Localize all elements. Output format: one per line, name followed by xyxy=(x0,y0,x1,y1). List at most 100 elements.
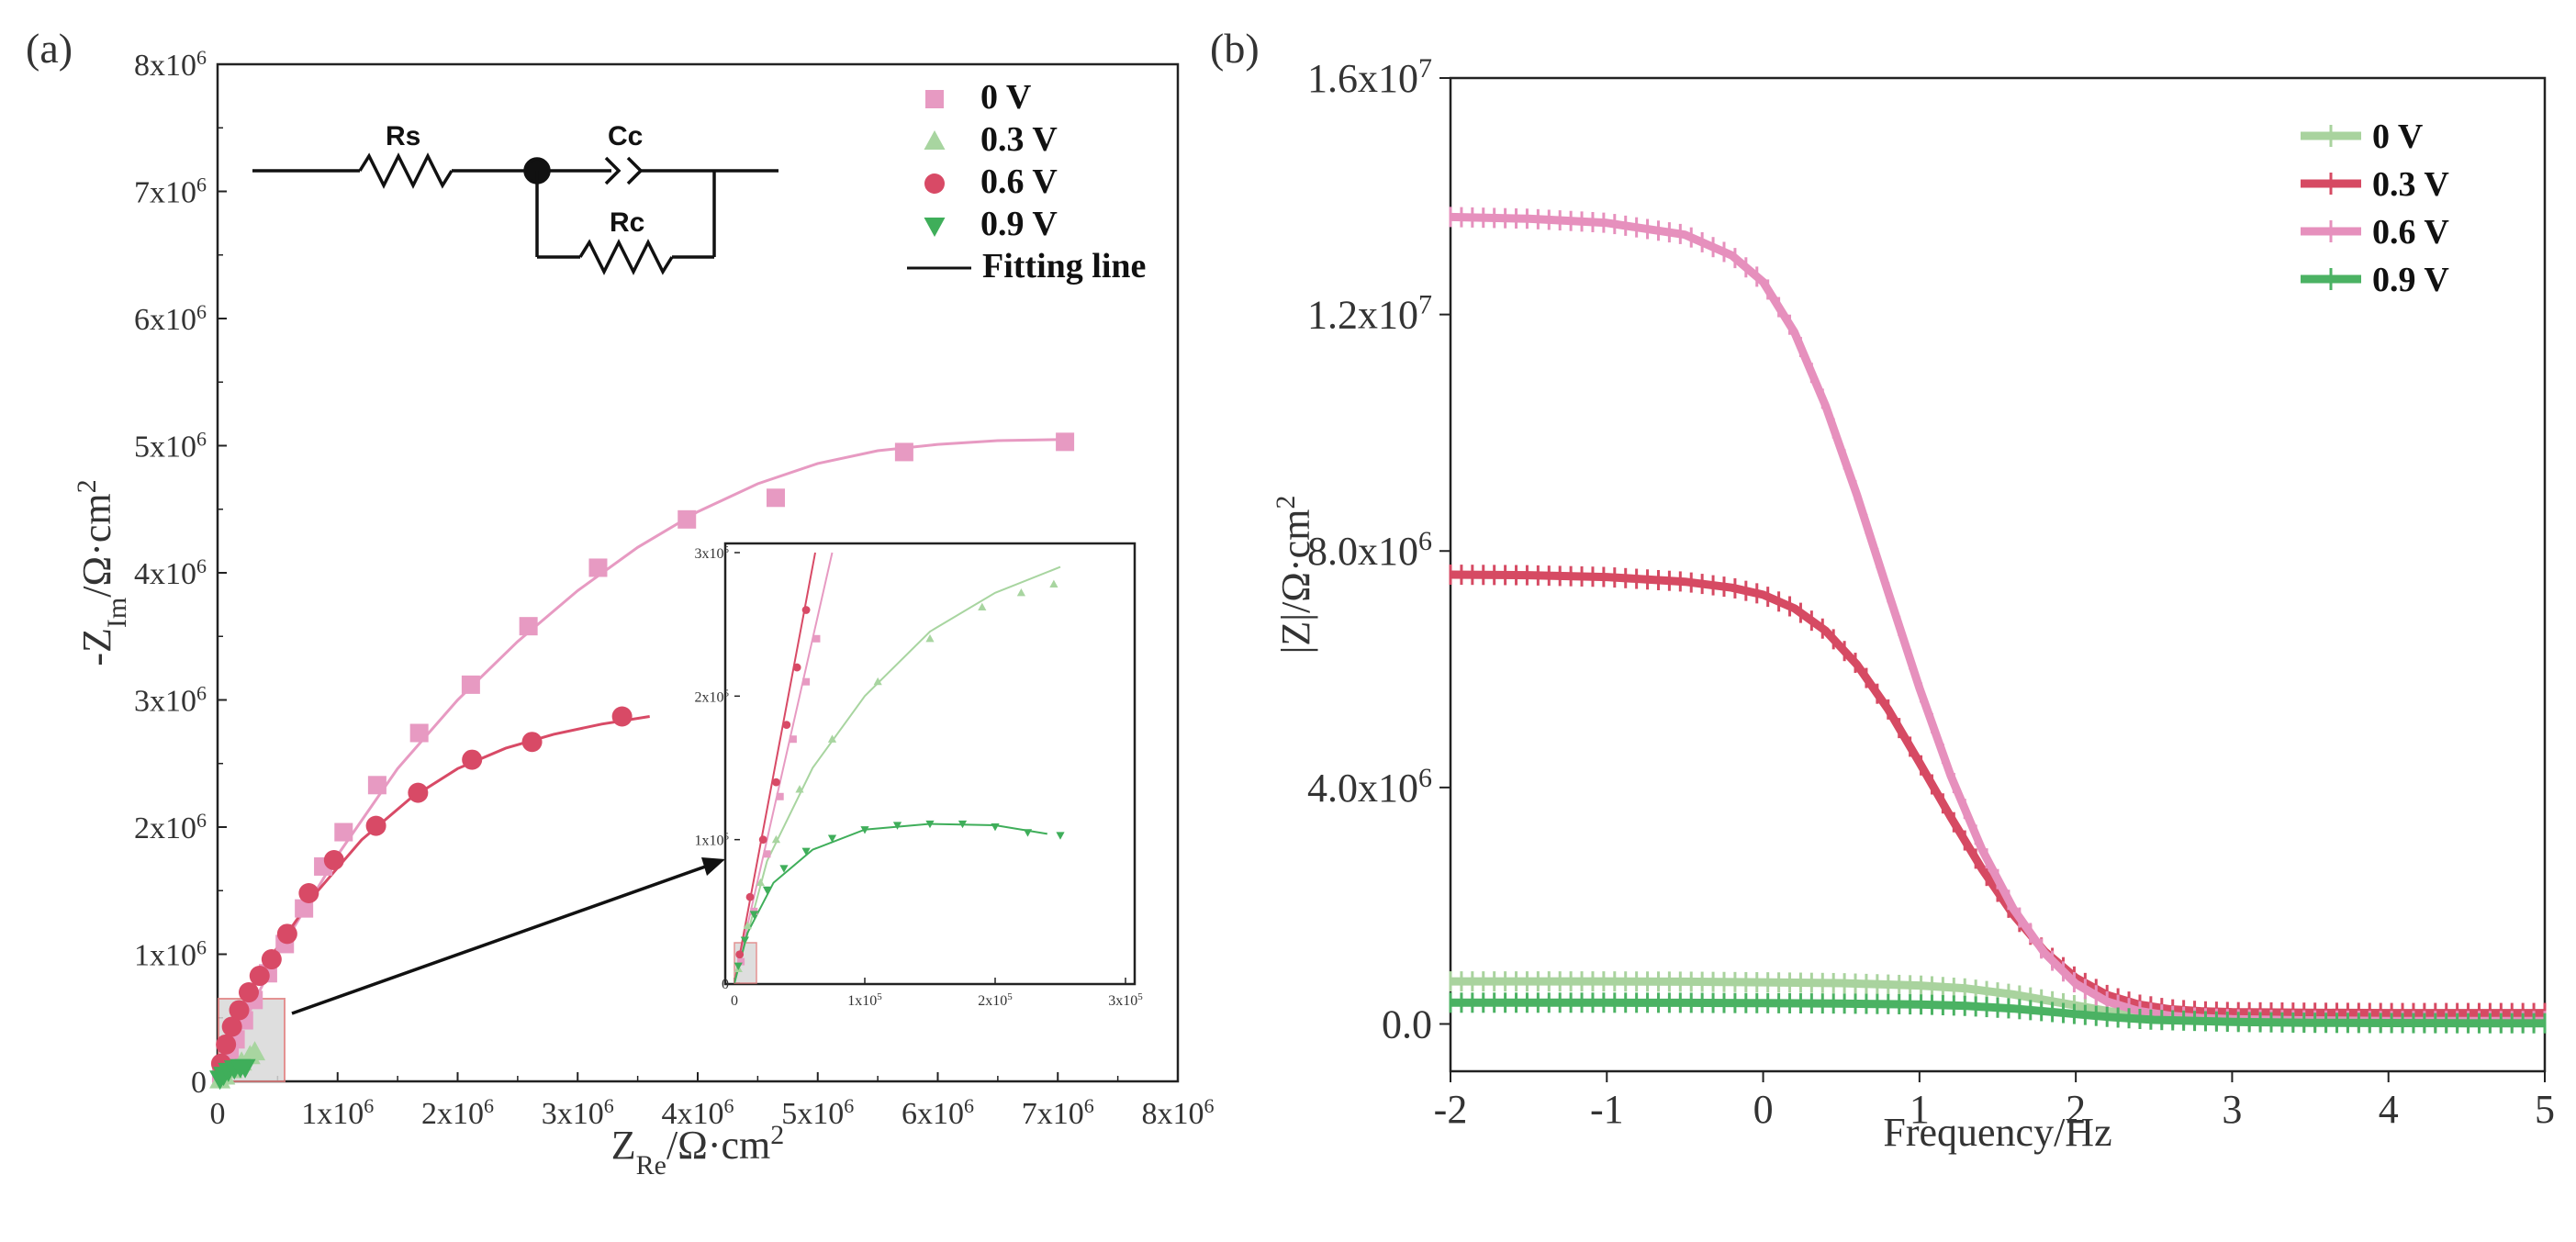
inset-data-point xyxy=(792,663,801,672)
equivalent-circuit-diagram xyxy=(252,152,778,275)
inset-data-point xyxy=(735,950,745,959)
y-tick-label: 3x106 xyxy=(134,681,207,719)
inset-data-point xyxy=(812,634,821,643)
inset-x-tick-label: 1x105 xyxy=(847,991,882,1009)
inset-data-point xyxy=(991,822,1000,832)
y-tick-label: 7x106 xyxy=(134,173,207,210)
data-point xyxy=(367,776,386,795)
inset-data-point xyxy=(789,735,797,744)
series-markers-06V xyxy=(1449,207,2547,1032)
x-tick-label: 3 xyxy=(2222,1087,2242,1132)
inset-data-point xyxy=(827,834,837,843)
inset-y-tick-label: 1x105 xyxy=(695,832,730,849)
y-tick-label: 1.6x107 xyxy=(1307,53,1432,102)
data-point xyxy=(244,1041,266,1061)
x-tick-label: 5 xyxy=(2535,1087,2555,1132)
circuit-label-rc: Rc xyxy=(610,207,644,238)
zoom-arrow-head xyxy=(701,857,725,876)
legend-marker-v03 xyxy=(924,130,946,150)
y-tick-label: 6x106 xyxy=(134,300,207,338)
y-tick-label: 0.0 xyxy=(1382,1001,1432,1046)
inset-data-point xyxy=(925,634,935,643)
x-tick-label: -2 xyxy=(1434,1087,1468,1132)
series-line-03V xyxy=(1450,570,2545,1018)
inset-y-tick-label: 2x105 xyxy=(695,688,730,705)
legend-label: 0.3 V xyxy=(2372,165,2449,204)
legend-label-v03: 0.3 V xyxy=(980,120,1058,159)
inset-x-tick-label: 2x105 xyxy=(978,991,1013,1009)
inset-data-point xyxy=(860,826,869,834)
inset-tick-labels: 00 1x105 1x105 2x105 2x105 3x105 3x105 xyxy=(695,544,1144,1009)
inset-fit-line xyxy=(734,552,816,983)
legend-marker-v0 xyxy=(925,90,944,108)
x-tick-label: 7x106 xyxy=(1022,1094,1094,1132)
x-tick-label: 2 xyxy=(2066,1087,2086,1132)
x-tick-label: 0 xyxy=(1753,1087,1774,1132)
x-tick-label: 5x106 xyxy=(781,1094,854,1132)
inset-data-point xyxy=(762,886,772,895)
inset-data-point xyxy=(749,911,758,919)
cpe-cc-plate-left xyxy=(604,156,622,185)
x-tick-label: 4x106 xyxy=(662,1094,734,1132)
panel-b-series-lines xyxy=(1449,207,2547,1034)
legend-label-v0: 0 V xyxy=(980,78,1032,117)
inset-data-point xyxy=(925,820,935,829)
y-tick-label: 0 xyxy=(191,1066,207,1100)
inset-data-point xyxy=(873,677,882,686)
series-markers-09V xyxy=(1449,992,2547,1034)
inset-data-point xyxy=(779,865,789,873)
inset-x-tick-label: 0 xyxy=(731,993,738,1009)
inset-data-point xyxy=(801,847,811,856)
panel-b: (b) -2 -1 0 1 2 3 4 5 0.0 4.0x106 8.0x106 1.2x107 1.… xyxy=(1210,25,2555,1155)
panel-a-label: (a) xyxy=(26,25,73,72)
data-point xyxy=(249,966,270,987)
data-point xyxy=(409,723,429,743)
panel-a: (a) 0 1x106 2x106 3x106 4x106 5x106 6x106 7x106… xyxy=(26,25,1215,1180)
inset-plot: 00 1x105 1x105 2x105 2x105 3x105 3x105 xyxy=(695,542,1144,1009)
inset-data-point xyxy=(734,962,743,971)
data-point xyxy=(234,1058,256,1079)
panel-b-y-axis-label: |Z|/Ω·cm2 xyxy=(1271,496,1319,655)
panel-b-axis-ticks xyxy=(1439,77,2546,1082)
x-tick-label: 1x106 xyxy=(301,1094,374,1132)
data-point xyxy=(238,982,259,1003)
legend-label-v06: 0.6 V xyxy=(980,162,1058,201)
data-point xyxy=(295,899,314,918)
x-tick-label: -1 xyxy=(1590,1087,1624,1132)
circuit-label-rs: Rs xyxy=(386,121,420,151)
panel-b-label: (b) xyxy=(1210,25,1260,72)
panel-b-legend: 0 V 0.3 V 0.6 V 0.9 V xyxy=(2301,117,2449,299)
x-tick-label: 1 xyxy=(1910,1087,1930,1132)
y-tick-label: 5x106 xyxy=(134,427,207,464)
y-tick-label: 8x106 xyxy=(134,46,207,84)
data-point xyxy=(334,822,353,842)
inset-data-point xyxy=(763,850,771,858)
y-tick-label: 2x106 xyxy=(134,809,207,846)
inset-data-point xyxy=(978,602,987,611)
inset-data-points xyxy=(734,579,1065,972)
inset-data-point xyxy=(795,785,804,793)
legend-label-v09: 0.9 V xyxy=(980,205,1058,243)
data-point xyxy=(588,558,608,577)
data-point xyxy=(461,675,480,694)
inset-y-tick-label: 3x105 xyxy=(695,544,730,562)
x-tick-label: 2x106 xyxy=(421,1094,494,1132)
legend-label: 0 V xyxy=(2372,117,2424,156)
cpe-cc-plate-right xyxy=(626,156,644,185)
panel-a-tick-labels: 0 1x106 2x106 3x106 4x106 5x106 6x106 7x106 8x10… xyxy=(134,46,1215,1132)
resistor-rc-symbol xyxy=(578,239,674,275)
y-tick-label: 8.0x106 xyxy=(1307,526,1432,575)
zoom-arrow xyxy=(291,863,711,1015)
inset-data-point xyxy=(740,936,749,945)
inset-data-point xyxy=(1023,829,1033,837)
data-point xyxy=(611,706,633,727)
panel-a-data-points xyxy=(209,432,1075,1091)
series-markers-03V xyxy=(1449,565,2547,1024)
data-point xyxy=(678,509,697,529)
panel-a-y-axis-label: -ZIm/Ω·cm2 xyxy=(72,479,132,666)
legend-label: 0.6 V xyxy=(2372,213,2449,252)
legend-marker-v06 xyxy=(924,173,945,194)
inset-data-point xyxy=(756,878,765,887)
inset-data-point xyxy=(1049,579,1058,587)
